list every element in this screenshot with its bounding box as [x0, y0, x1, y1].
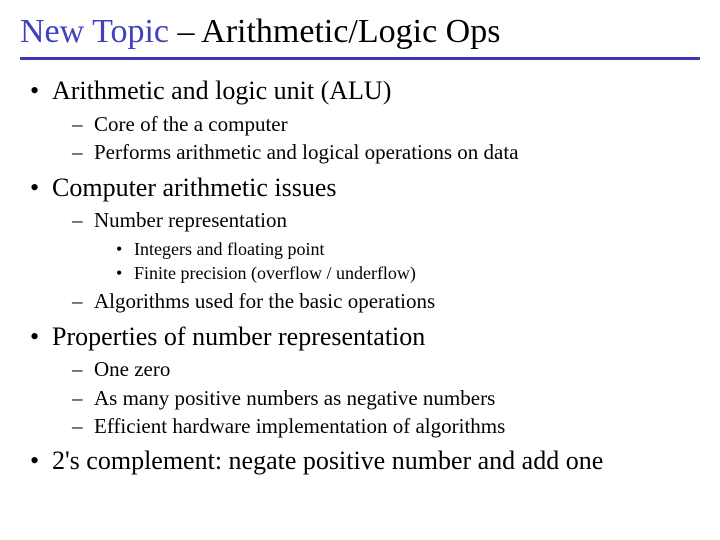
- bullet-lvl3: Integers and floating point: [134, 237, 700, 261]
- bullet-text: Arithmetic and logic unit (ALU): [52, 76, 391, 105]
- bullet-text: Efficient hardware implementation of alg…: [94, 414, 505, 438]
- bullet-text: Integers and floating point: [134, 239, 324, 259]
- bullet-lvl2: Performs arithmetic and logical operatio…: [94, 138, 700, 166]
- bullet-lvl2: Algorithms used for the basic operations: [94, 287, 700, 315]
- bullet-lvl1: Properties of number representation One …: [52, 320, 700, 441]
- bullet-lvl1: Computer arithmetic issues Number repres…: [52, 171, 700, 316]
- bullet-text: 2's complement: negate positive number a…: [52, 446, 603, 475]
- title-rest: – Arithmetic/Logic Ops: [169, 13, 500, 50]
- bullet-list-lvl2: Core of the a computer Performs arithmet…: [52, 110, 700, 167]
- bullet-lvl3: Finite precision (overflow / underflow): [134, 261, 700, 285]
- bullet-list-lvl2: Number representation Integers and float…: [52, 206, 700, 315]
- bullet-text: Algorithms used for the basic operations: [94, 289, 435, 313]
- bullet-text: Computer arithmetic issues: [52, 173, 337, 202]
- bullet-lvl1: Arithmetic and logic unit (ALU) Core of …: [52, 74, 700, 166]
- bullet-list-lvl2: One zero As many positive numbers as neg…: [52, 355, 700, 440]
- bullet-text: Finite precision (overflow / underflow): [134, 263, 416, 283]
- title-accent: New Topic: [20, 13, 169, 50]
- bullet-lvl2: One zero: [94, 355, 700, 383]
- bullet-text: As many positive numbers as negative num…: [94, 386, 495, 410]
- bullet-lvl2: Efficient hardware implementation of alg…: [94, 412, 700, 440]
- bullet-list: Arithmetic and logic unit (ALU) Core of …: [20, 74, 700, 478]
- title-underline: [20, 57, 700, 60]
- bullet-text: Number representation: [94, 208, 287, 232]
- bullet-lvl1: 2's complement: negate positive number a…: [52, 444, 700, 478]
- bullet-text: Core of the a computer: [94, 112, 288, 136]
- bullet-text: Performs arithmetic and logical operatio…: [94, 140, 519, 164]
- bullet-text: One zero: [94, 357, 170, 381]
- bullet-lvl2: As many positive numbers as negative num…: [94, 384, 700, 412]
- bullet-lvl2: Number representation Integers and float…: [94, 206, 700, 285]
- bullet-lvl2: Core of the a computer: [94, 110, 700, 138]
- bullet-text: Properties of number representation: [52, 322, 425, 351]
- bullet-list-lvl3: Integers and floating point Finite preci…: [94, 237, 700, 286]
- slide-title: New Topic – Arithmetic/Logic Ops: [20, 12, 700, 51]
